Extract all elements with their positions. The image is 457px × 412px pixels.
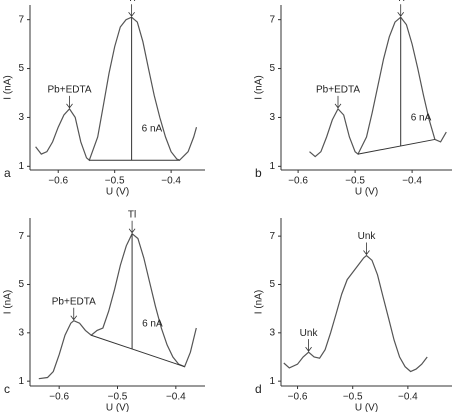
- x-tick-label: −0.4: [402, 176, 422, 187]
- y-tick-label: 1: [269, 376, 275, 387]
- annotation-label: Unk: [358, 231, 377, 242]
- y-tick-label: 3: [18, 112, 24, 123]
- x-tick-label: −0.5: [343, 392, 363, 403]
- y-tick-label: 3: [269, 327, 275, 338]
- x-axis-label: U (V): [355, 403, 378, 412]
- annotation-arrow: [70, 307, 78, 321]
- annotation-label: Pb+EDTA: [316, 85, 360, 96]
- peak-height-label: 6 nA: [142, 318, 163, 329]
- panel-label: c: [4, 382, 10, 396]
- x-tick-label: −0.4: [166, 392, 186, 403]
- y-tick-label: 5: [18, 63, 24, 74]
- peak-height-label: 6 nA: [142, 123, 163, 134]
- annotation-arrow: [305, 339, 312, 352]
- panel-label: d: [255, 382, 262, 396]
- x-tick-label: −0.6: [288, 392, 308, 403]
- annotation-arrow: [128, 4, 135, 17]
- x-axis-label: U (V): [106, 403, 129, 412]
- annotation-label: Tl: [127, 0, 135, 4]
- annotation-arrow: [128, 220, 136, 234]
- x-tick-label: −0.4: [161, 176, 181, 187]
- y-axis-label: I (nA): [254, 75, 265, 99]
- y-axis-label: I (nA): [3, 75, 14, 99]
- y-tick-label: 7: [18, 14, 24, 25]
- y-tick-label: 7: [18, 231, 24, 242]
- baseline: [91, 334, 185, 368]
- x-tick-label: −0.6: [48, 176, 68, 187]
- data-line: [38, 232, 197, 380]
- annotation-label: Unk: [300, 328, 319, 339]
- annotation-label: Tl: [128, 209, 136, 220]
- annotation-label: Pb+EDTA: [48, 85, 92, 96]
- annotation-arrow: [334, 95, 342, 109]
- data-line: [35, 16, 198, 162]
- y-axis-label: I (nA): [3, 290, 14, 314]
- x-axis-label: U (V): [106, 187, 129, 198]
- x-tick-label: −0.6: [288, 176, 308, 187]
- data-line: [283, 254, 428, 373]
- panel-label: b: [255, 166, 262, 180]
- data-line: [309, 16, 447, 158]
- x-axis-label: U (V): [355, 187, 378, 198]
- y-axis-label: I (nA): [254, 290, 265, 314]
- y-tick-label: 3: [18, 327, 24, 338]
- peak-height-label: 6 nA: [411, 112, 432, 123]
- y-tick-label: 5: [269, 63, 275, 74]
- y-tick-label: 3: [269, 112, 275, 123]
- y-tick-label: 5: [18, 279, 24, 290]
- y-tick-label: 1: [18, 161, 24, 172]
- y-tick-label: 1: [18, 376, 24, 387]
- annotation-label: Tl: [397, 0, 405, 4]
- panel-label: a: [4, 166, 11, 180]
- y-tick-label: 5: [269, 279, 275, 290]
- x-tick-label: −0.5: [105, 176, 125, 187]
- baseline: [357, 138, 435, 155]
- y-tick-label: 1: [269, 161, 275, 172]
- annotation-label: Pb+EDTA: [52, 296, 96, 307]
- x-tick-label: −0.5: [345, 176, 365, 187]
- x-tick-label: −0.6: [49, 392, 69, 403]
- annotation-arrow: [66, 95, 73, 109]
- y-tick-label: 7: [269, 14, 275, 25]
- x-tick-label: −0.4: [398, 392, 418, 403]
- annotation-arrow: [397, 4, 405, 17]
- y-tick-label: 7: [269, 231, 275, 242]
- x-tick-label: −0.5: [108, 392, 128, 403]
- annotation-arrow: [363, 242, 370, 256]
